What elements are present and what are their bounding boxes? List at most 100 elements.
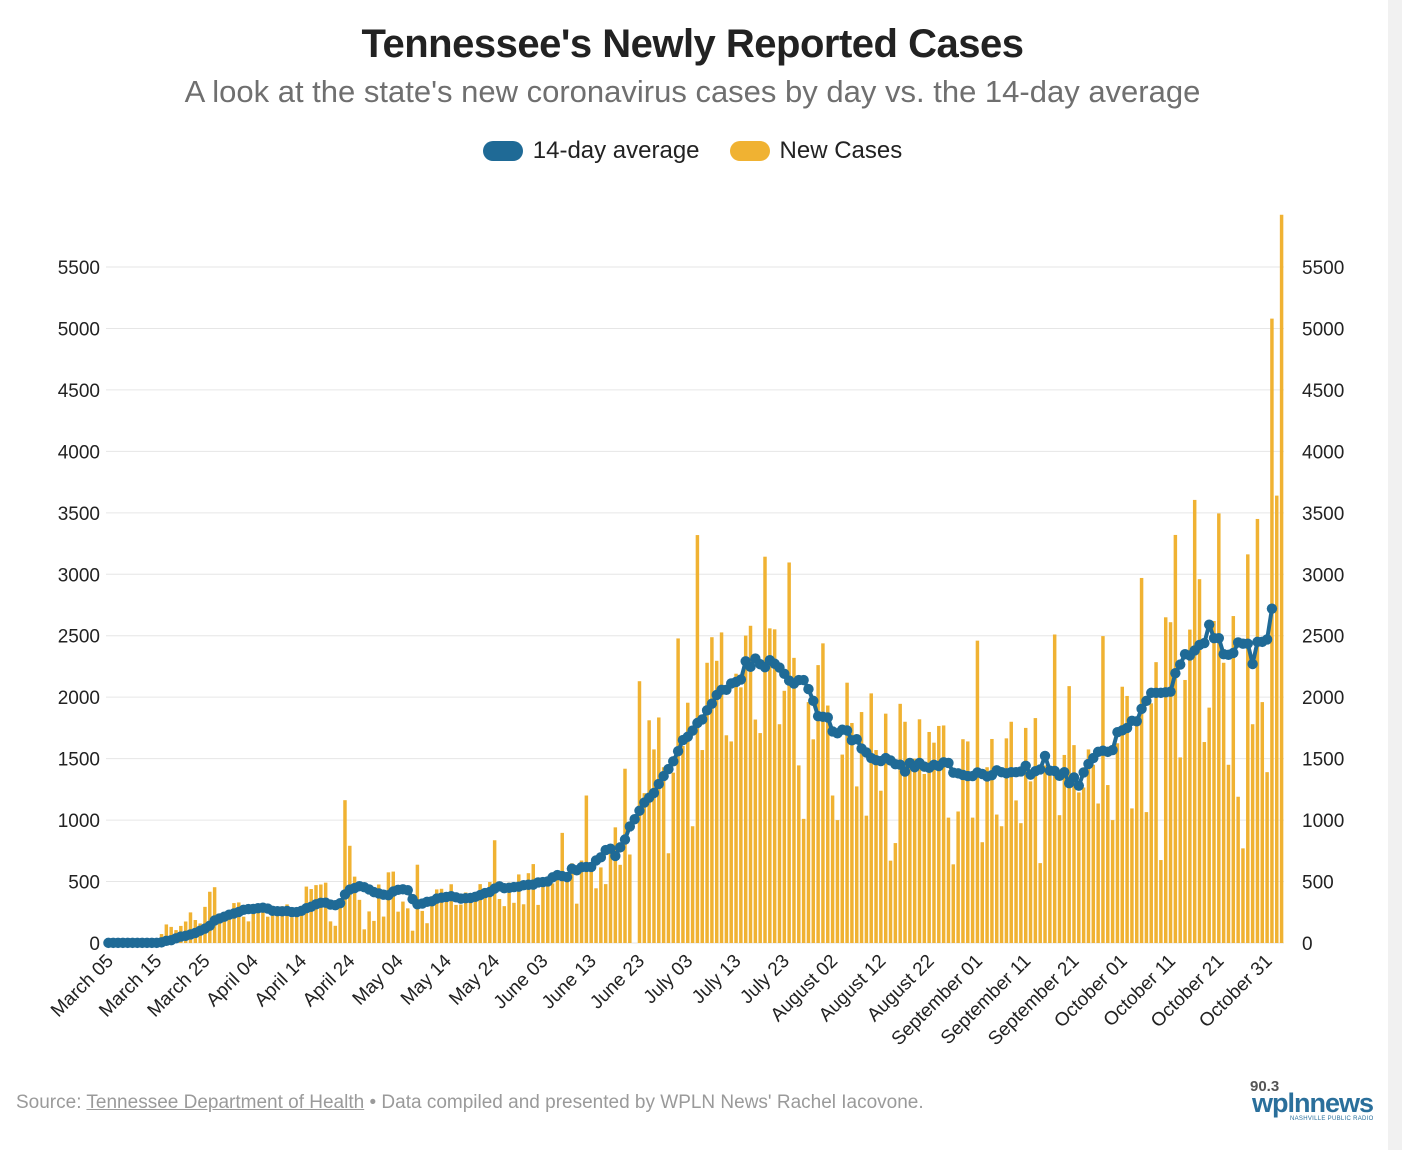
bar-new-cases <box>758 733 762 943</box>
legend: 14-day average New Cases <box>0 137 1385 165</box>
avg-point <box>663 763 674 775</box>
bar-new-cases <box>410 930 415 943</box>
bar-new-cases <box>1067 686 1071 943</box>
bar-new-cases <box>768 628 772 943</box>
avg-point <box>334 897 346 909</box>
y-tick-label-left: 2000 <box>58 688 100 709</box>
bar-new-cases <box>1086 749 1091 943</box>
bar-new-cases <box>850 722 854 943</box>
bar-new-cases <box>951 864 956 943</box>
y-tick-label-right: 4000 <box>1302 442 1344 463</box>
bar-new-cases <box>439 888 444 943</box>
x-tick-label: May 14 <box>397 950 456 1009</box>
bar-new-cases <box>753 719 758 943</box>
bar-new-cases <box>1014 800 1018 943</box>
bar-new-cases <box>265 916 270 943</box>
bar-new-cases <box>1192 499 1197 943</box>
bar-new-cases <box>594 888 598 943</box>
bar-new-cases <box>188 912 193 943</box>
bar-new-cases <box>1246 554 1250 943</box>
bar-new-cases <box>1091 764 1096 943</box>
bar-new-cases <box>647 720 651 943</box>
bar-new-cases <box>879 790 883 943</box>
bar-new-cases <box>396 911 400 943</box>
bar-new-cases <box>864 815 869 943</box>
avg-point <box>1078 767 1089 778</box>
source-link[interactable]: Tennessee Department of Health <box>86 1092 365 1113</box>
y-tick-label-left: 3500 <box>58 504 100 525</box>
bar-new-cases <box>719 632 724 943</box>
avg-point <box>672 745 684 757</box>
bar-new-cases <box>1144 812 1149 943</box>
source-prefix: Source: <box>16 1092 82 1113</box>
avg-point <box>1131 716 1142 727</box>
bar-new-cases <box>323 882 328 943</box>
bar-new-cases <box>280 906 284 943</box>
avg-point <box>851 734 862 745</box>
bar-new-cases <box>270 915 275 943</box>
bar-new-cases <box>1130 808 1134 943</box>
avg-point <box>798 674 809 686</box>
credit-text: • Data compiled and presented by WPLN Ne… <box>369 1092 924 1113</box>
bar-new-cases <box>821 643 825 943</box>
bar-new-cases <box>1207 707 1211 943</box>
x-tick-label: April 04 <box>202 950 263 1011</box>
bar-new-cases <box>1106 785 1110 943</box>
avg-point <box>1165 686 1176 697</box>
y-tick-label-right: 4500 <box>1302 381 1344 402</box>
bar-new-cases <box>1202 742 1207 943</box>
bar-new-cases <box>1275 495 1279 943</box>
bar-new-cases <box>449 884 453 943</box>
bar-new-cases <box>874 750 878 943</box>
bar-new-cases <box>1260 702 1265 943</box>
avg-point <box>561 871 573 883</box>
legend-item-14-day-average[interactable]: 14-day average <box>482 137 700 165</box>
bar-new-cases <box>401 901 405 943</box>
bar-new-cases <box>705 662 709 943</box>
avg-point <box>1039 750 1051 762</box>
y-tick-label-right: 1500 <box>1302 750 1344 771</box>
bar-new-cases <box>343 800 347 943</box>
avg-point <box>697 714 708 725</box>
avg-point <box>1020 760 1031 771</box>
bar-new-cases <box>1154 662 1158 943</box>
bar-new-cases <box>328 921 333 943</box>
avg-point <box>614 842 626 853</box>
bar-new-cases <box>1009 721 1013 943</box>
legend-item-new-cases[interactable]: New Cases <box>729 137 902 165</box>
y-tick-label-left: 2500 <box>58 627 100 648</box>
bar-new-cases <box>714 660 719 943</box>
bar-new-cases <box>1135 719 1139 943</box>
avg-point <box>803 683 814 695</box>
bar-new-cases <box>1028 781 1033 943</box>
bar-new-cases <box>1197 579 1202 943</box>
avg-point <box>653 778 664 790</box>
y-tick-label-right: 3000 <box>1302 565 1344 586</box>
bar-new-cases <box>618 864 622 943</box>
bar-new-cases <box>883 713 888 943</box>
x-tick-label: July 13 <box>688 951 745 1008</box>
avg-point <box>1175 659 1186 670</box>
avg-point <box>1141 695 1152 707</box>
bar-new-cases <box>898 703 902 943</box>
bar-new-cases <box>391 871 395 943</box>
chart-plot: 0500100015002000250030003500400045005000… <box>47 214 1344 1050</box>
y-tick-label-left: 500 <box>68 873 100 894</box>
bar-new-cases <box>859 712 864 943</box>
bar-new-cases <box>657 717 661 943</box>
bar-new-cases <box>507 882 511 943</box>
bar-new-cases <box>468 895 473 943</box>
bar-new-cases <box>990 738 994 943</box>
bar-new-cases <box>497 898 502 943</box>
bar-new-cases <box>463 892 468 943</box>
bar-new-cases <box>1241 848 1245 943</box>
bar-new-cases <box>811 739 816 943</box>
bar-new-cases <box>1226 764 1231 943</box>
bar-new-cases <box>377 884 381 943</box>
bar-new-cases <box>357 899 362 943</box>
bar-new-cases <box>352 876 357 943</box>
bar-new-cases <box>362 929 367 943</box>
avg-point <box>1170 668 1181 679</box>
avg-point <box>899 766 911 777</box>
